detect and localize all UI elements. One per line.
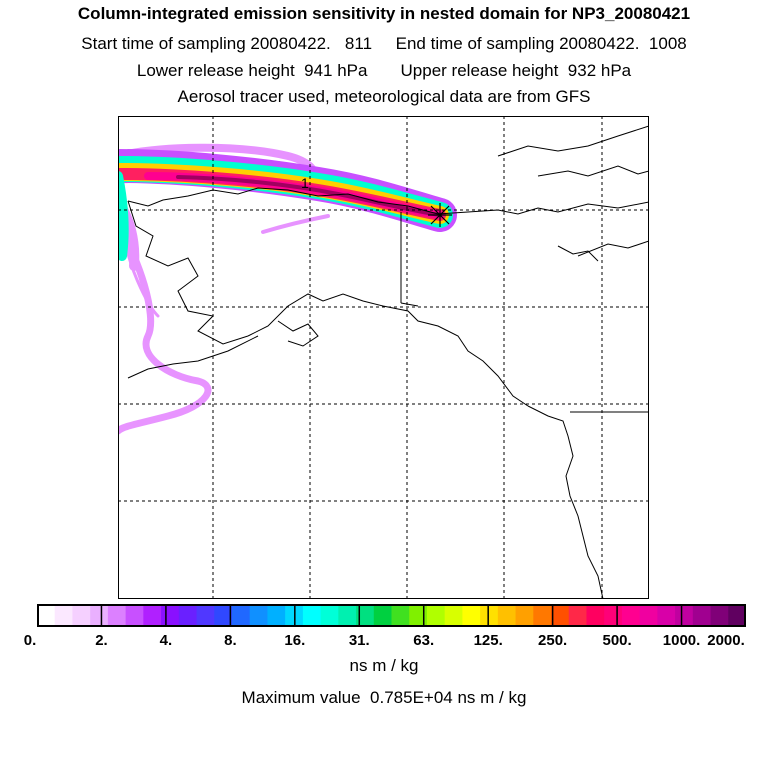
plot-title: Column-integrated emission sensitivity i… [77, 4, 691, 23]
colorbar-segment [302, 604, 322, 627]
colorbar-segment [621, 604, 641, 627]
colorbar-frame [37, 604, 746, 627]
colorbar-segment [338, 604, 357, 627]
contour-label: 1 [301, 175, 309, 191]
release-height-line: Lower release height 941 hPa Upper relea… [136, 61, 632, 80]
colorbar-segment [533, 604, 552, 627]
colorbar-segment [267, 604, 286, 627]
colorbar-tick-label: 8. [224, 632, 237, 649]
colorbar-segment [373, 604, 393, 627]
colorbar-segment [604, 604, 623, 627]
colorbar-segment [692, 604, 712, 627]
colorbar-tick-label: 125. [473, 632, 503, 649]
colorbar-tick-label: 0. [23, 632, 37, 649]
colorbar-tick-label: 1000. [662, 632, 701, 649]
colorbar-segment [107, 604, 127, 627]
colorbar-tick-label: 2000. [707, 632, 745, 649]
colorbar-segment [462, 604, 481, 627]
colorbar-segment [249, 604, 268, 627]
colorbar-tick-label: 31. [348, 632, 370, 649]
colorbar-tick-label: 16. [284, 632, 306, 649]
coastlines [127, 125, 649, 599]
colorbar-segment [426, 604, 446, 627]
colorbar-tick-label: 250. [538, 632, 568, 649]
map-panel: 1 [118, 116, 649, 599]
colorbar-segment [90, 604, 109, 627]
colorbar-tick-label: 2. [95, 632, 108, 649]
colorbar-segment [657, 604, 676, 627]
colorbar-segment [444, 604, 463, 627]
lat-lon-grid [118, 116, 649, 599]
colorbar-segment [675, 604, 694, 627]
colorbar-tick-label: 63. [413, 632, 435, 649]
political-borders [400, 212, 649, 413]
tracer-info-line: Aerosol tracer used, meteorological data… [177, 87, 591, 106]
colorbar-segment [728, 604, 747, 627]
colorbar-segment [356, 604, 375, 627]
colorbar-segment [37, 604, 56, 627]
colorbar-segment [161, 604, 180, 627]
max-value-text: Maximum value 0.785E+04 ns m / kg [241, 688, 527, 707]
colorbar-segment [639, 604, 658, 627]
colorbar-segment [54, 604, 73, 627]
colorbar-segment [214, 604, 233, 627]
colorbar-segment [196, 604, 215, 627]
map-frame [118, 116, 649, 599]
colorbar-segment [231, 604, 251, 627]
sampling-time-line: Start time of sampling 20080422. 811 End… [81, 34, 687, 53]
colorbar-segment [143, 604, 162, 627]
colorbar-segment [125, 604, 144, 627]
colorbar-segment [568, 604, 587, 627]
colorbar-segment [391, 604, 410, 627]
colorbar-segment [320, 604, 339, 627]
star-icon [428, 203, 452, 227]
colorbar-segment [72, 604, 91, 627]
colorbar [36, 604, 747, 627]
colorbar-segment [515, 604, 534, 627]
colorbar-segment [586, 604, 605, 627]
colorbar-segment [497, 604, 517, 627]
colorbar-units: ns m / kg [349, 656, 419, 675]
colorbar-segment [178, 604, 198, 627]
colorbar-segment [710, 604, 729, 627]
plume-main [118, 149, 457, 261]
colorbar-segment [409, 604, 428, 627]
colorbar-segment [551, 604, 570, 627]
colorbar-tick-label: 4. [159, 632, 173, 649]
colorbar-segment [480, 604, 499, 627]
colorbar-tick-label: 500. [602, 632, 632, 649]
